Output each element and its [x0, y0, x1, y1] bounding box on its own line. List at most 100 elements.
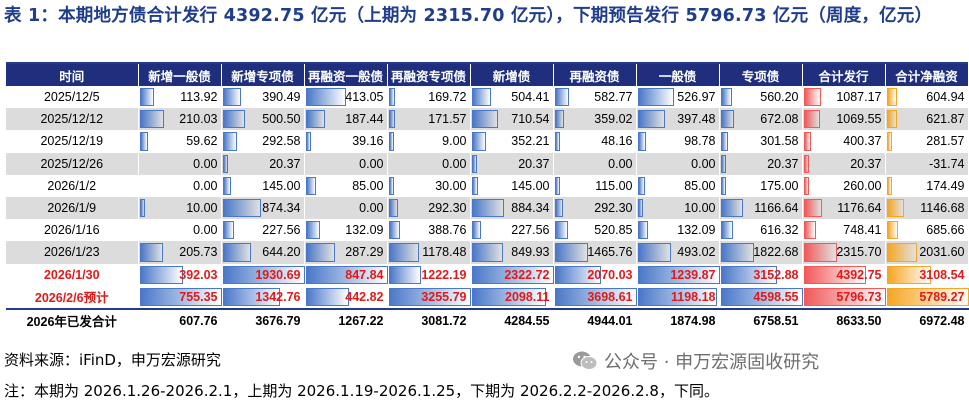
value-text: 1342.76 [255, 289, 301, 304]
data-bar [388, 132, 394, 151]
value-text: 748.41 [843, 223, 882, 238]
date-cell: 2026/1/16 [6, 219, 139, 242]
value-cell: 3108.54 [885, 263, 969, 286]
value-cell: 884.34 [470, 196, 554, 220]
data-bar [637, 176, 645, 195]
data-bar [720, 154, 726, 173]
value-cell: 604.94 [885, 86, 969, 109]
value-text: 210.03 [179, 112, 218, 127]
data-bar [139, 110, 164, 129]
data-bar [637, 132, 646, 151]
value-text: 1930.69 [255, 267, 301, 282]
data-bar [388, 265, 421, 284]
data-bar [222, 198, 261, 218]
value-text: 2315.70 [836, 245, 882, 260]
data-bar [886, 88, 897, 107]
value-cell: 2070.03 [553, 263, 637, 286]
value-text: 48.16 [601, 134, 633, 149]
value-cell: 0.00 [304, 196, 388, 220]
value-cell: 1087.17 [802, 86, 886, 109]
data-bar [471, 221, 482, 240]
value-text: 616.32 [760, 223, 799, 238]
value-text: 442.82 [345, 289, 384, 304]
data-bar [886, 265, 932, 284]
value-cell: 442.82 [304, 285, 388, 309]
column-header: 再融资一般债 [304, 64, 388, 86]
value-cell: 526.97 [636, 86, 720, 109]
value-cell: 4598.55 [719, 285, 803, 309]
value-text: 1069.55 [836, 112, 882, 127]
data-bar [222, 88, 241, 107]
data-bar [720, 110, 735, 129]
value-cell: 171.57 [387, 108, 471, 131]
total-value: 607.76 [138, 308, 222, 333]
value-cell: 20.37 [802, 152, 886, 175]
value-text: 281.57 [926, 134, 965, 149]
value-text: 493.02 [677, 245, 716, 260]
value-text: 145.00 [262, 178, 301, 193]
data-bar [554, 110, 565, 129]
value-text: 1465.76 [587, 245, 633, 260]
value-cell: 287.29 [304, 241, 388, 264]
data-bar [388, 176, 394, 195]
value-cell: 3255.79 [387, 285, 471, 309]
value-cell: 3152.88 [719, 263, 803, 286]
table-row: 2026/1/23 205.73 644.20 287.29 1178.48 849.93… [6, 241, 969, 264]
value-text: 145.00 [511, 178, 550, 193]
column-header: 专项债 [719, 64, 803, 86]
value-text: 874.34 [262, 201, 301, 216]
data-bar [139, 265, 184, 284]
table-row: 2026/1/9 10.00 874.34 0.00 292.30 884.34 292.3… [6, 196, 969, 220]
value-cell: 3698.61 [553, 285, 637, 309]
value-text: 227.56 [511, 223, 550, 238]
value-cell: 0.00 [387, 152, 471, 175]
column-header: 再融资债 [553, 64, 637, 86]
total-value: 3081.72 [387, 308, 471, 333]
data-bar [388, 198, 398, 218]
value-cell: 1930.69 [221, 263, 305, 286]
data-bar [554, 243, 589, 262]
data-bar [637, 243, 672, 262]
data-bar [637, 110, 666, 129]
value-text: 685.66 [926, 223, 965, 238]
value-text: 1176.64 [837, 201, 882, 216]
value-cell: 504.41 [470, 86, 554, 109]
value-cell: 0.00 [553, 152, 637, 175]
date-cell: 2026/2/6预计 [6, 285, 139, 309]
value-cell: 1465.76 [553, 241, 637, 264]
value-cell: 0.00 [636, 152, 720, 175]
value-cell: 1166.64 [719, 196, 803, 220]
value-text: 292.58 [262, 134, 301, 149]
value-text: 85.00 [352, 178, 384, 193]
value-cell: 205.73 [138, 241, 222, 264]
data-bar [886, 110, 898, 129]
data-bar [305, 176, 316, 195]
value-text: 392.03 [179, 267, 218, 282]
value-text: 0.00 [359, 156, 384, 171]
column-header: 一般债 [636, 64, 720, 86]
data-bar [720, 132, 728, 151]
value-cell: 388.76 [387, 219, 471, 242]
value-text: 526.97 [677, 90, 716, 105]
value-text: 1239.87 [670, 267, 716, 282]
value-cell: 0.00 [138, 152, 222, 175]
value-text: 0.00 [193, 223, 218, 238]
value-cell: 187.44 [304, 108, 388, 131]
value-cell: 710.54 [470, 108, 554, 131]
data-bar [803, 88, 821, 107]
value-cell: 48.16 [553, 130, 637, 153]
value-cell: 390.49 [221, 86, 305, 109]
data-bar [803, 176, 810, 195]
data-bar [222, 154, 228, 173]
value-text: 132.09 [345, 223, 384, 238]
value-text: 413.05 [345, 90, 384, 105]
total-value: 3676.79 [221, 308, 305, 333]
value-cell: 5796.73 [802, 285, 886, 309]
value-text: 98.78 [684, 134, 716, 149]
value-text: 849.93 [511, 245, 550, 260]
source-note: 资料来源：iFinD，申万宏源研究 [4, 351, 221, 369]
data-bar [471, 110, 498, 129]
value-text: 113.92 [180, 90, 218, 105]
data-bar [637, 221, 649, 240]
data-bar [471, 154, 477, 173]
